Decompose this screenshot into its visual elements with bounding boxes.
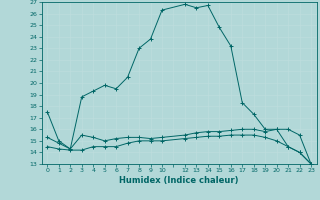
X-axis label: Humidex (Indice chaleur): Humidex (Indice chaleur) [119,176,239,185]
